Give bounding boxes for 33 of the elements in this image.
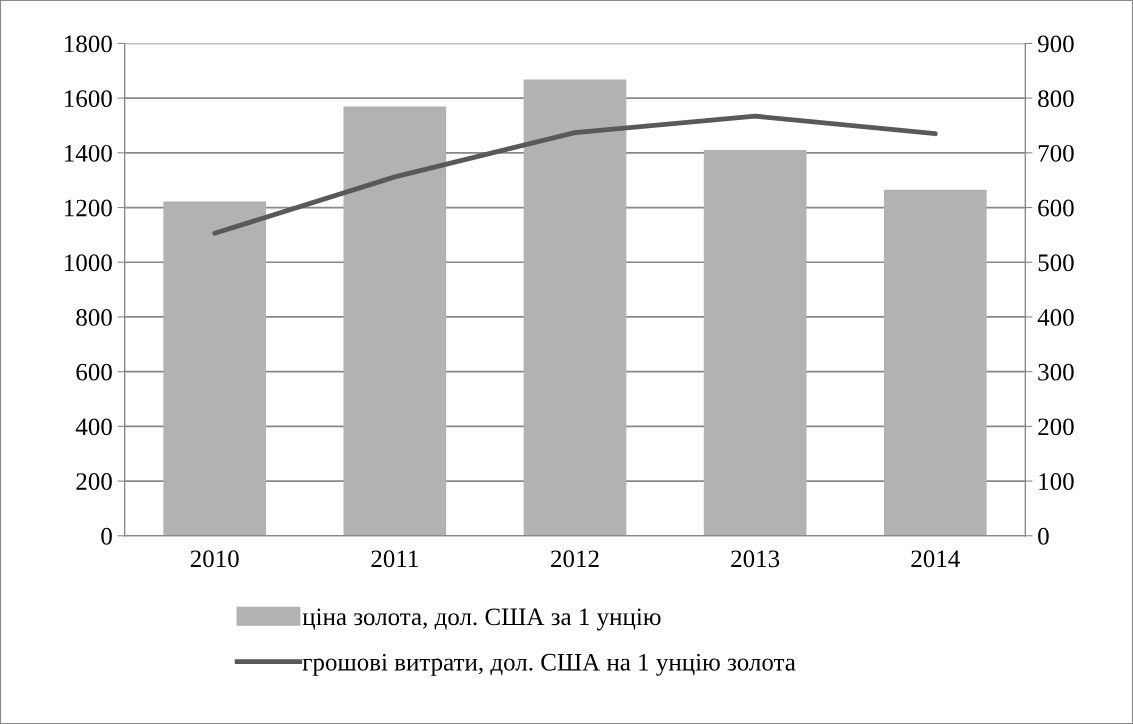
y2-tick-label: 900 [1037,35,1074,53]
bar [163,201,267,536]
x-tick-label: 2014 [911,550,960,568]
y-tick-label: 400 [75,418,112,436]
bar [343,106,447,536]
legend-label: ціна золота, дол. США за 1 унцію [302,608,661,631]
line-series [212,113,938,236]
y-tick-label: 1800 [65,35,112,53]
y-tick-label: 800 [76,309,112,326]
y-tick-label: 1400 [65,144,112,162]
y-tick-label: 600 [76,363,112,381]
y2-tick-label: 400 [1037,309,1074,326]
x-tick-label: 2011 [371,550,418,568]
bar [703,150,807,536]
y2-tick-label: 500 [1038,254,1074,272]
bar [883,189,987,536]
y-tick-label: 200 [76,473,112,490]
y2-tick-label: 300 [1038,363,1074,381]
y2-tick-label: 800 [1038,90,1074,108]
legend-label: грошові витрати, дол. США на 1 унцію золота [302,653,796,676]
y2-tick-label: 700 [1038,144,1074,162]
y-tick-label: 1200 [65,199,112,217]
y-tick-label: 1600 [65,90,112,108]
y2-tick-label: 600 [1038,199,1074,217]
y2-tick-label: 200 [1038,418,1074,436]
y2-tick-label: 100 [1039,473,1074,490]
x-tick-label: 2013 [731,550,780,568]
bar [523,79,627,536]
x-tick-label: 2012 [551,550,599,568]
y-tick-label: 0 [101,527,112,545]
x-tick-label: 2010 [190,550,239,568]
y-tick-label: 1000 [65,254,112,272]
y2-tick-label: 0 [1038,527,1049,545]
